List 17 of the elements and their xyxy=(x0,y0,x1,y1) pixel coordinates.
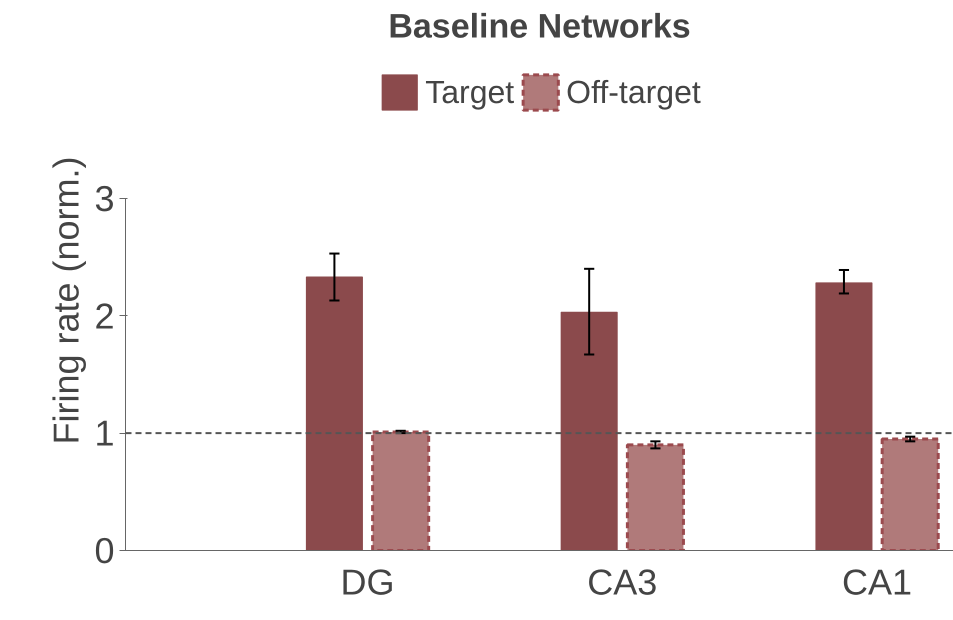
x-tick-label: CA1 xyxy=(842,562,912,602)
y-tick-label: 3 xyxy=(94,178,115,219)
x-tick-label: CA3 xyxy=(587,562,658,602)
y-tick-label: 0 xyxy=(94,530,115,571)
bar xyxy=(626,443,685,550)
y-tick-label: 2 xyxy=(94,295,115,336)
bar xyxy=(371,430,430,550)
bar xyxy=(306,276,363,550)
bar xyxy=(880,438,940,550)
chart-title: Baseline Networks xyxy=(388,8,691,46)
bar xyxy=(815,282,872,550)
legend-label: Target xyxy=(425,74,514,110)
bar xyxy=(560,312,618,550)
y-tick-label: 1 xyxy=(94,412,115,454)
x-tick-label: DG xyxy=(340,562,395,602)
legend-label: Off-target xyxy=(566,74,701,110)
y-axis-title: Firing rate (norm.) xyxy=(45,156,86,445)
